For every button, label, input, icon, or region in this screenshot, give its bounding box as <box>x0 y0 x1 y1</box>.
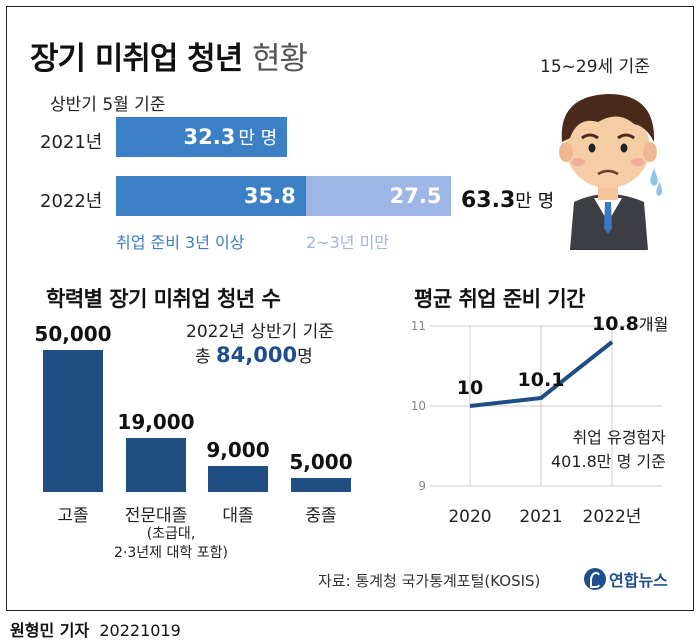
edu-category-note: (초급대, 2·3년제 대학 포함) <box>114 525 228 563</box>
edu-bar-value-label: 9,000 <box>206 438 270 463</box>
duration-chart-title: 평균 취업 준비 기간 <box>414 287 586 311</box>
bar-value-label: 27.5 <box>389 184 442 208</box>
credit-line: 원형민 기자 20221019 <box>10 617 181 641</box>
edu-category-label: 중졸 <box>305 506 337 526</box>
yonhap-logo-icon <box>584 568 606 590</box>
x-tick-label: 2020 <box>448 507 491 527</box>
legend-3yr-plus: 취업 준비 3년 이상 <box>116 233 245 252</box>
point-value-label: 10.1 <box>518 369 565 391</box>
edu-bar <box>208 466 268 492</box>
x-tick-label: 2022년 <box>583 507 642 527</box>
edu-category-label: 고졸 <box>57 506 89 526</box>
age-basis: 15~29세 기준 <box>540 57 650 77</box>
total-value: 63.3 <box>461 188 516 213</box>
year-label-2021: 2021년 <box>40 132 103 153</box>
source-note: 자료: 통계청 국가통계포털(KOSIS) <box>318 572 541 590</box>
bar-2021-3yr-plus: 32.3 만 명 <box>116 117 288 157</box>
edu-category-label: 대졸 <box>222 506 254 526</box>
edu-chart-title: 학력별 장기 미취업 청년 수 <box>46 287 281 311</box>
edu-bar-value-label: 19,000 <box>117 410 195 435</box>
duration-chart-note: 취업 유경험자 401.8만 명 기준 <box>551 426 666 474</box>
page-title: 장기 미취업 청년 현황 <box>30 33 308 78</box>
bar-2022-2to3yr: 27.5 <box>305 176 452 216</box>
line-series <box>469 340 614 408</box>
bar-2022-3yr-plus: 35.8 <box>116 176 306 216</box>
total-unit: 만 명 <box>515 191 555 212</box>
point-value-label: 10 <box>457 377 483 399</box>
publish-date: 20221019 <box>99 621 181 640</box>
x-tick-label: 2021 <box>519 507 562 527</box>
y-tick-label: 9 <box>418 479 426 493</box>
top-chart-basis: 상반기 5월 기준 <box>50 95 166 115</box>
point-value-label: 10.8개월 <box>592 313 668 335</box>
edu-bar <box>43 350 103 492</box>
edu-category-label: 전문대졸 <box>124 506 188 526</box>
edu-bar <box>126 438 186 492</box>
bar-value-label: 32.3 <box>183 125 236 149</box>
edu-bar-value-label: 5,000 <box>289 449 353 474</box>
legend-2to3yr: 2~3년 미만 <box>306 233 390 252</box>
y-tick-label: 11 <box>411 319 426 333</box>
note-line-1: (초급대, <box>146 526 196 542</box>
bar-unit-label: 만 명 <box>238 128 278 149</box>
edu-bar <box>291 477 351 492</box>
yonhap-logo: 연합뉴스 <box>584 567 668 591</box>
total-2022: 63.3만 명 <box>461 187 554 213</box>
note-line-2: 2·3년제 대학 포함) <box>114 545 228 561</box>
edu-bar-value-label: 50,000 <box>34 322 112 346</box>
edu-chart-total: 총 84,000명 <box>195 342 313 367</box>
note-line-2: 401.8만 명 기준 <box>551 452 666 471</box>
logo-text: 연합뉴스 <box>609 571 668 590</box>
reporter-name: 원형민 기자 <box>10 621 90 640</box>
total-value: 84,000 <box>216 343 298 367</box>
note-line-1: 취업 유경험자 <box>572 428 666 447</box>
edu-chart-basis: 2022년 상반기 기준 <box>186 322 334 342</box>
year-label-2022: 2022년 <box>40 191 103 212</box>
duration-line-chart: 9 10 11 10 10.1 10.8개월 2020 2021 2022년 <box>411 313 669 527</box>
title-main: 장기 미취업 청년 <box>30 41 243 77</box>
total-prefix: 총 <box>195 347 211 367</box>
y-tick-label: 10 <box>411 399 426 413</box>
point-unit-label: 개월 <box>639 315 668 334</box>
title-light: 현황 <box>252 41 308 77</box>
worried-person-illustration <box>559 94 663 250</box>
bar-value-label: 35.8 <box>243 184 296 208</box>
total-unit: 명 <box>297 347 313 367</box>
